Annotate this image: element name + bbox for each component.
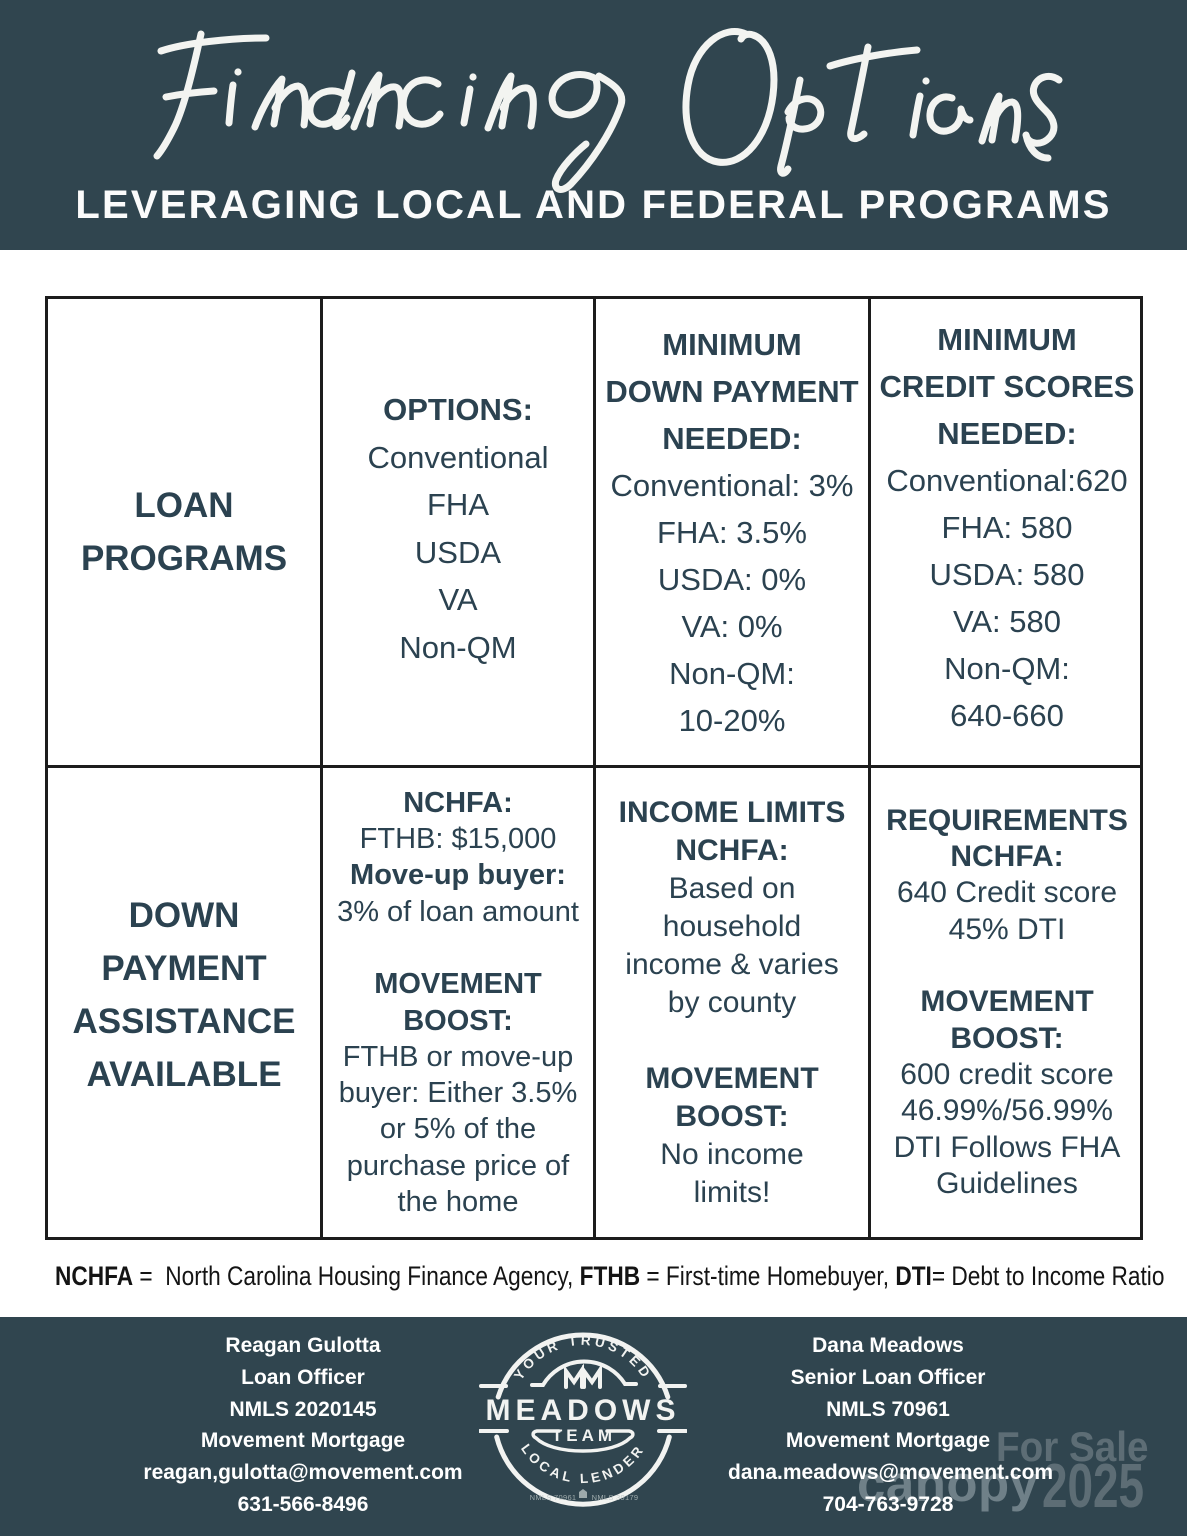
svg-text:NMLS 70961: NMLS 70961 (530, 1493, 577, 1502)
svg-text:MEADOWS: MEADOWS (486, 1394, 681, 1427)
svg-text:NMLS 39179: NMLS 39179 (592, 1493, 639, 1502)
svg-text:LOCAL LENDER: LOCAL LENDER (518, 1441, 648, 1486)
svg-text:TEAM: TEAM (552, 1426, 616, 1445)
